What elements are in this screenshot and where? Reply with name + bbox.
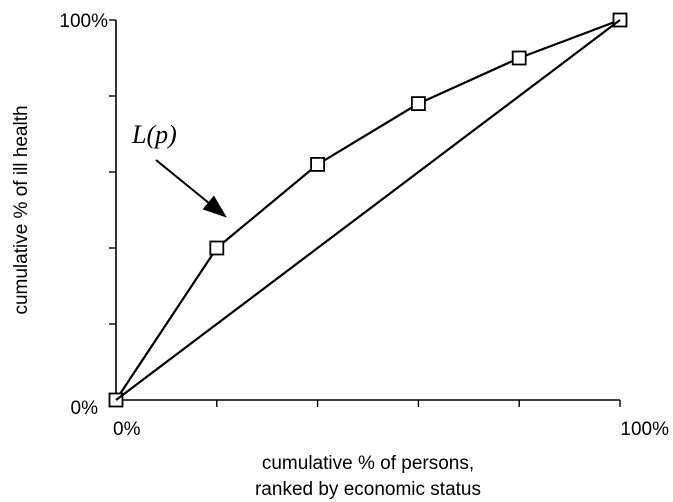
concentration-curve-line <box>115 18 621 401</box>
labels-layer: 100% 0% 0% 100% cumulative % of persons,… <box>11 11 669 500</box>
annotation-arrow-head <box>202 195 227 218</box>
equality-diagonal-line <box>115 19 621 401</box>
x-axis-title-line-2: ranked by economic status <box>255 479 481 500</box>
data-point-marker <box>511 50 527 66</box>
data-point-marker <box>310 156 326 172</box>
y-axis-title: cumulative % of ill health <box>11 105 32 314</box>
annotation-arrow-shaft <box>155 159 209 204</box>
x-tick-label-min: 0% <box>113 419 141 440</box>
y-tick-label-min: 0% <box>71 398 99 419</box>
x-axis-title-line-1: cumulative % of persons, <box>262 453 474 474</box>
x-tick-label-max: 100% <box>620 419 669 440</box>
lp-annotation-label: L(p) <box>131 120 177 149</box>
axes <box>109 19 621 407</box>
data-point-marker <box>410 96 426 111</box>
data-point-marker <box>209 240 225 256</box>
y-tick-label-max: 100% <box>59 11 108 32</box>
series-layer <box>108 12 628 408</box>
